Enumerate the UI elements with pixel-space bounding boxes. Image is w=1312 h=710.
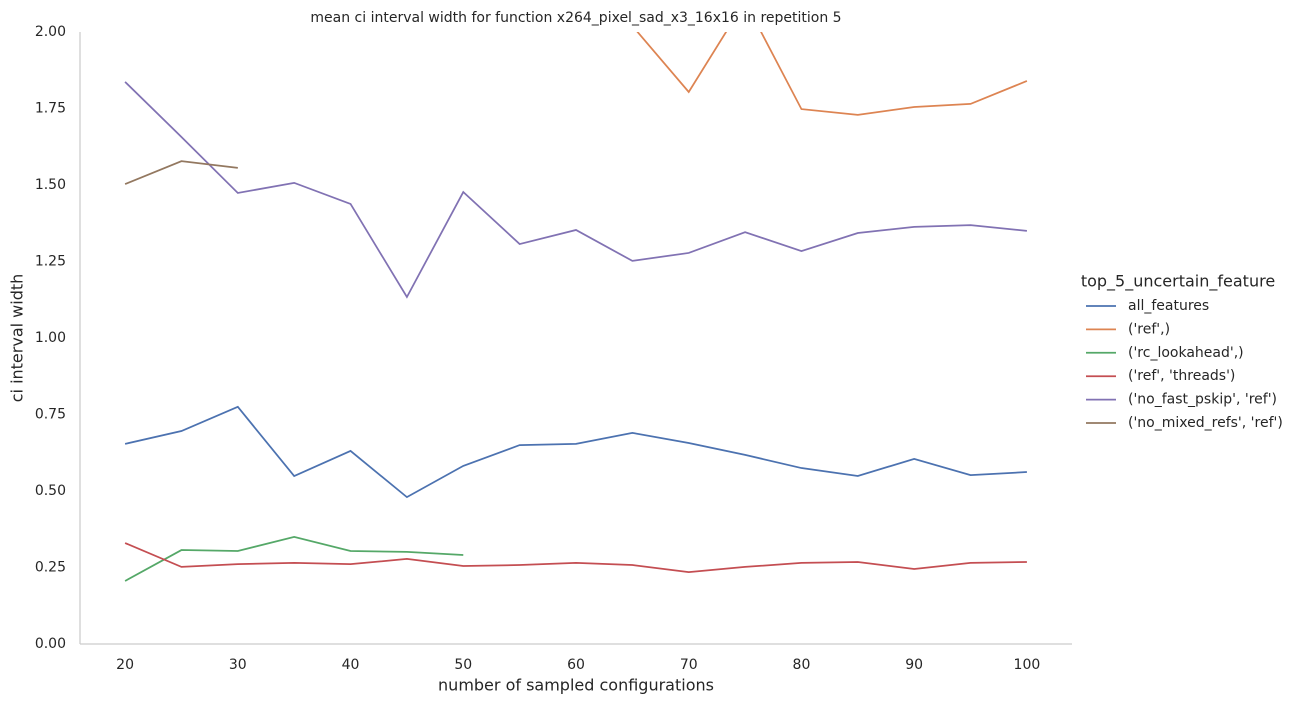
y-tick-label: 2.00: [35, 24, 66, 40]
x-tick-label: 90: [905, 657, 923, 673]
legend-label: ('no_mixed_refs', 'ref'): [1128, 415, 1283, 431]
legend-label: ('rc_lookahead',): [1128, 345, 1244, 361]
x-tick-label: 30: [229, 657, 247, 673]
y-tick-label: 1.50: [35, 177, 66, 193]
plot-area: [124, 32, 1028, 582]
chart-title: mean ci interval width for function x264…: [310, 10, 841, 26]
x-tick-label: 20: [116, 657, 134, 673]
x-tick-label: 70: [680, 657, 698, 673]
x-tick-label: 100: [1014, 657, 1041, 673]
y-tick-label: 1.25: [35, 254, 66, 270]
legend-label: ('ref', 'threads'): [1128, 368, 1235, 384]
legend-label: ('ref',): [1128, 321, 1170, 337]
legend-label: all_features: [1128, 298, 1209, 314]
x-tick-label: 80: [793, 657, 811, 673]
data-line: [124, 535, 464, 582]
y-axis-label: ci interval width: [8, 274, 27, 403]
legend-label: ('no_fast_pskip', 'ref'): [1128, 392, 1277, 408]
legend-title: top_5_uncertain_feature: [1081, 272, 1275, 292]
data-line: [636, 32, 1028, 116]
x-tick-label: 50: [454, 657, 472, 673]
y-tick-label: 1.00: [35, 330, 66, 346]
y-tick-label: 0.25: [35, 560, 66, 576]
data-line: [124, 160, 238, 185]
data-line: [124, 81, 1027, 299]
y-tick-label: 1.75: [35, 101, 66, 117]
y-tick-label: 0.00: [35, 636, 66, 652]
x-tick-label: 40: [342, 657, 360, 673]
data-line: [124, 405, 1027, 499]
data-line: [124, 542, 1027, 573]
x-tick-label: 60: [567, 657, 585, 673]
x-axis-label: number of sampled configurations: [438, 676, 714, 695]
y-tick-label: 0.50: [35, 483, 66, 499]
y-tick-label: 0.75: [35, 407, 66, 423]
